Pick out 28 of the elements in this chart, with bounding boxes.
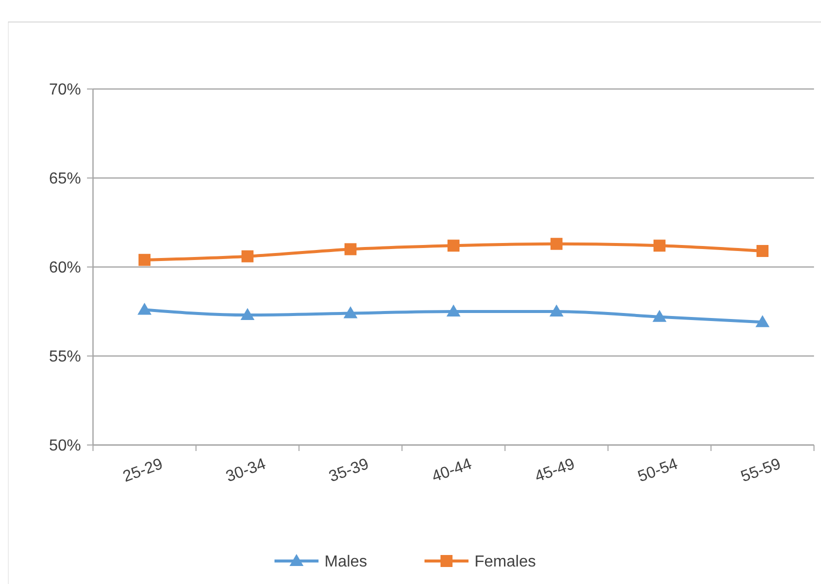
x-tick-label: 40-44: [430, 456, 474, 486]
point: [446, 304, 460, 316]
x-tick-label: 35-39: [326, 456, 372, 486]
x-tick-label: 50-54: [636, 456, 680, 486]
point: [550, 304, 564, 316]
legend-label: Females: [474, 554, 536, 571]
point: [242, 250, 254, 262]
point: [138, 302, 152, 315]
x-tick-label: 30-34: [224, 456, 268, 486]
point: [756, 244, 768, 257]
point: [550, 238, 562, 250]
legend-label: Males: [324, 554, 368, 571]
point: [240, 308, 254, 320]
point: [344, 243, 356, 256]
x-tick-label: 45-49: [532, 456, 578, 486]
y-tick-label: 65%: [48, 170, 81, 188]
point: [654, 240, 666, 252]
point: [138, 254, 150, 266]
y-tick-label: 55%: [48, 348, 81, 366]
y-tick-label: 60%: [48, 260, 81, 277]
point: [344, 306, 358, 318]
x-tick-label: 55-59: [738, 456, 784, 486]
x-tick-label: 25-29: [120, 456, 166, 486]
y-tick-label: 50%: [48, 438, 81, 455]
y-tick-label: 70%: [48, 82, 81, 99]
point: [448, 240, 460, 252]
point: [652, 310, 666, 322]
point: [756, 315, 770, 328]
